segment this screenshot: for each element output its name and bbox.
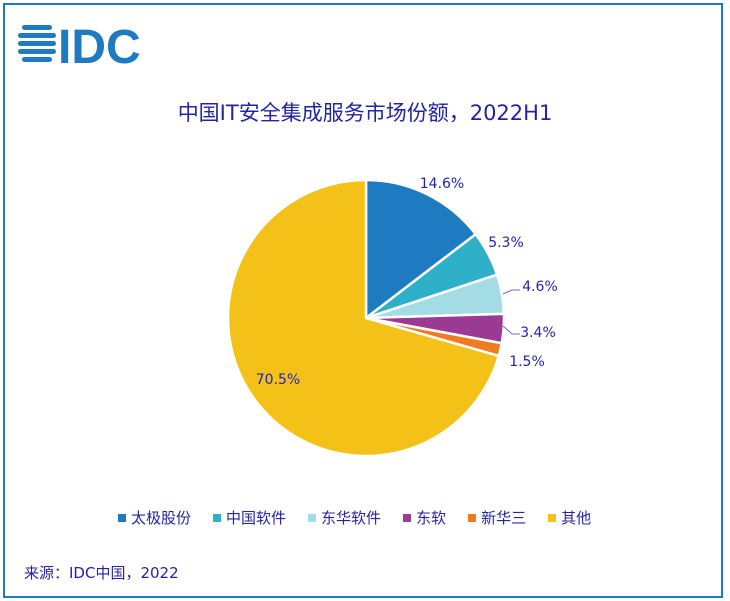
source-note: 来源：IDC中国，2022: [24, 564, 179, 582]
svg-text:IDC: IDC: [58, 22, 141, 68]
data-label: 4.6%: [522, 279, 558, 295]
legend-swatch: [548, 513, 557, 522]
legend-swatch: [308, 513, 317, 522]
data-label: 70.5%: [256, 372, 300, 388]
legend-swatch: [118, 513, 126, 522]
legend-label: 东华软件: [321, 509, 382, 527]
chart-title: 中国IT安全集成服务市场份额，2022H1: [177, 101, 553, 125]
legend-item: 中国软件: [213, 507, 286, 528]
legend-swatch: [403, 513, 412, 522]
legend-label: 中国软件: [226, 509, 287, 527]
legend: 太极股份 中国软件 东华软件 东软 新华三 其他: [118, 507, 591, 528]
data-label: 1.5%: [509, 354, 545, 370]
legend-item: 东华软件: [308, 507, 381, 528]
legend-label: 新华三: [481, 509, 527, 527]
legend-item: 新华三: [468, 507, 526, 528]
pie-slice-0: [364, 178, 478, 321]
data-label: 5.3%: [488, 235, 524, 251]
legend-label: 东软: [416, 509, 447, 527]
pie-slice-5: [226, 178, 501, 458]
legend-swatch: [468, 513, 477, 522]
legend-swatch: [213, 513, 222, 522]
idc-logo: IDC: [18, 22, 141, 68]
legend-item: 太极股份: [118, 507, 191, 528]
data-label: 3.4%: [520, 325, 556, 341]
leader-line: [502, 325, 520, 335]
chart-frame: [3, 3, 723, 598]
data-label: 14.6%: [420, 176, 464, 192]
legend-label: 其他: [561, 509, 592, 527]
leader-line: [502, 289, 520, 295]
legend-item: 东软: [403, 507, 446, 528]
legend-label: 太极股份: [131, 509, 192, 527]
legend-item: 其他: [548, 507, 591, 528]
